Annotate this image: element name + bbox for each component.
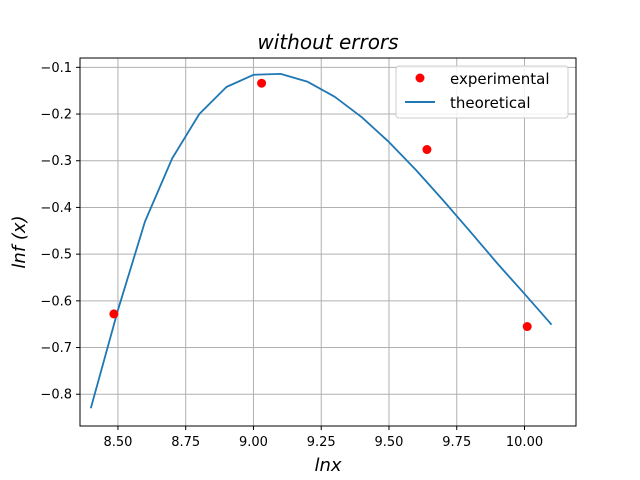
x-tick-label: 8.50 [103,435,132,450]
y-tick-label: −0.4 [40,201,72,216]
plot-area [89,73,553,409]
x-tick-label: 8.75 [171,435,200,450]
x-tick-label: 9.75 [442,435,471,450]
chart-title: without errors [257,30,398,54]
x-axis-ticks: 8.50 8.75 9.00 9.25 9.50 9.75 10.00 [103,426,543,450]
legend-label-experimental: experimental [450,70,550,88]
series-line-theoretical [89,73,553,409]
x-tick-label: 9.00 [239,435,268,450]
y-tick-label: −0.5 [40,248,72,263]
grid [80,58,576,426]
y-axis-title: lnf (x) [9,215,30,268]
legend-label-theoretical: theoretical [450,94,531,112]
data-point-experimental [422,145,432,155]
legend-marker-experimental [415,73,425,83]
y-tick-label: −0.6 [40,294,72,309]
data-point-experimental [522,322,532,332]
y-axis-ticks: −0.1 −0.2 −0.3 −0.4 −0.5 −0.6 −0.7 −0.8 [40,61,80,403]
legend-box [395,65,569,119]
axes-frame [79,57,577,427]
y-tick-label: −0.3 [40,154,72,169]
legend: experimental theoretical [395,65,569,119]
data-point-experimental [257,78,267,88]
data-point-experimental [109,309,119,319]
y-tick-label: −0.1 [40,61,72,76]
x-tick-label: 9.50 [375,435,404,450]
y-tick-label: −0.7 [40,341,72,356]
x-tick-label: 10.00 [506,435,543,450]
y-tick-label: −0.2 [40,108,72,123]
x-axis-title: lnx [314,455,341,476]
x-tick-label: 9.25 [307,435,336,450]
y-tick-label: −0.8 [40,388,72,403]
